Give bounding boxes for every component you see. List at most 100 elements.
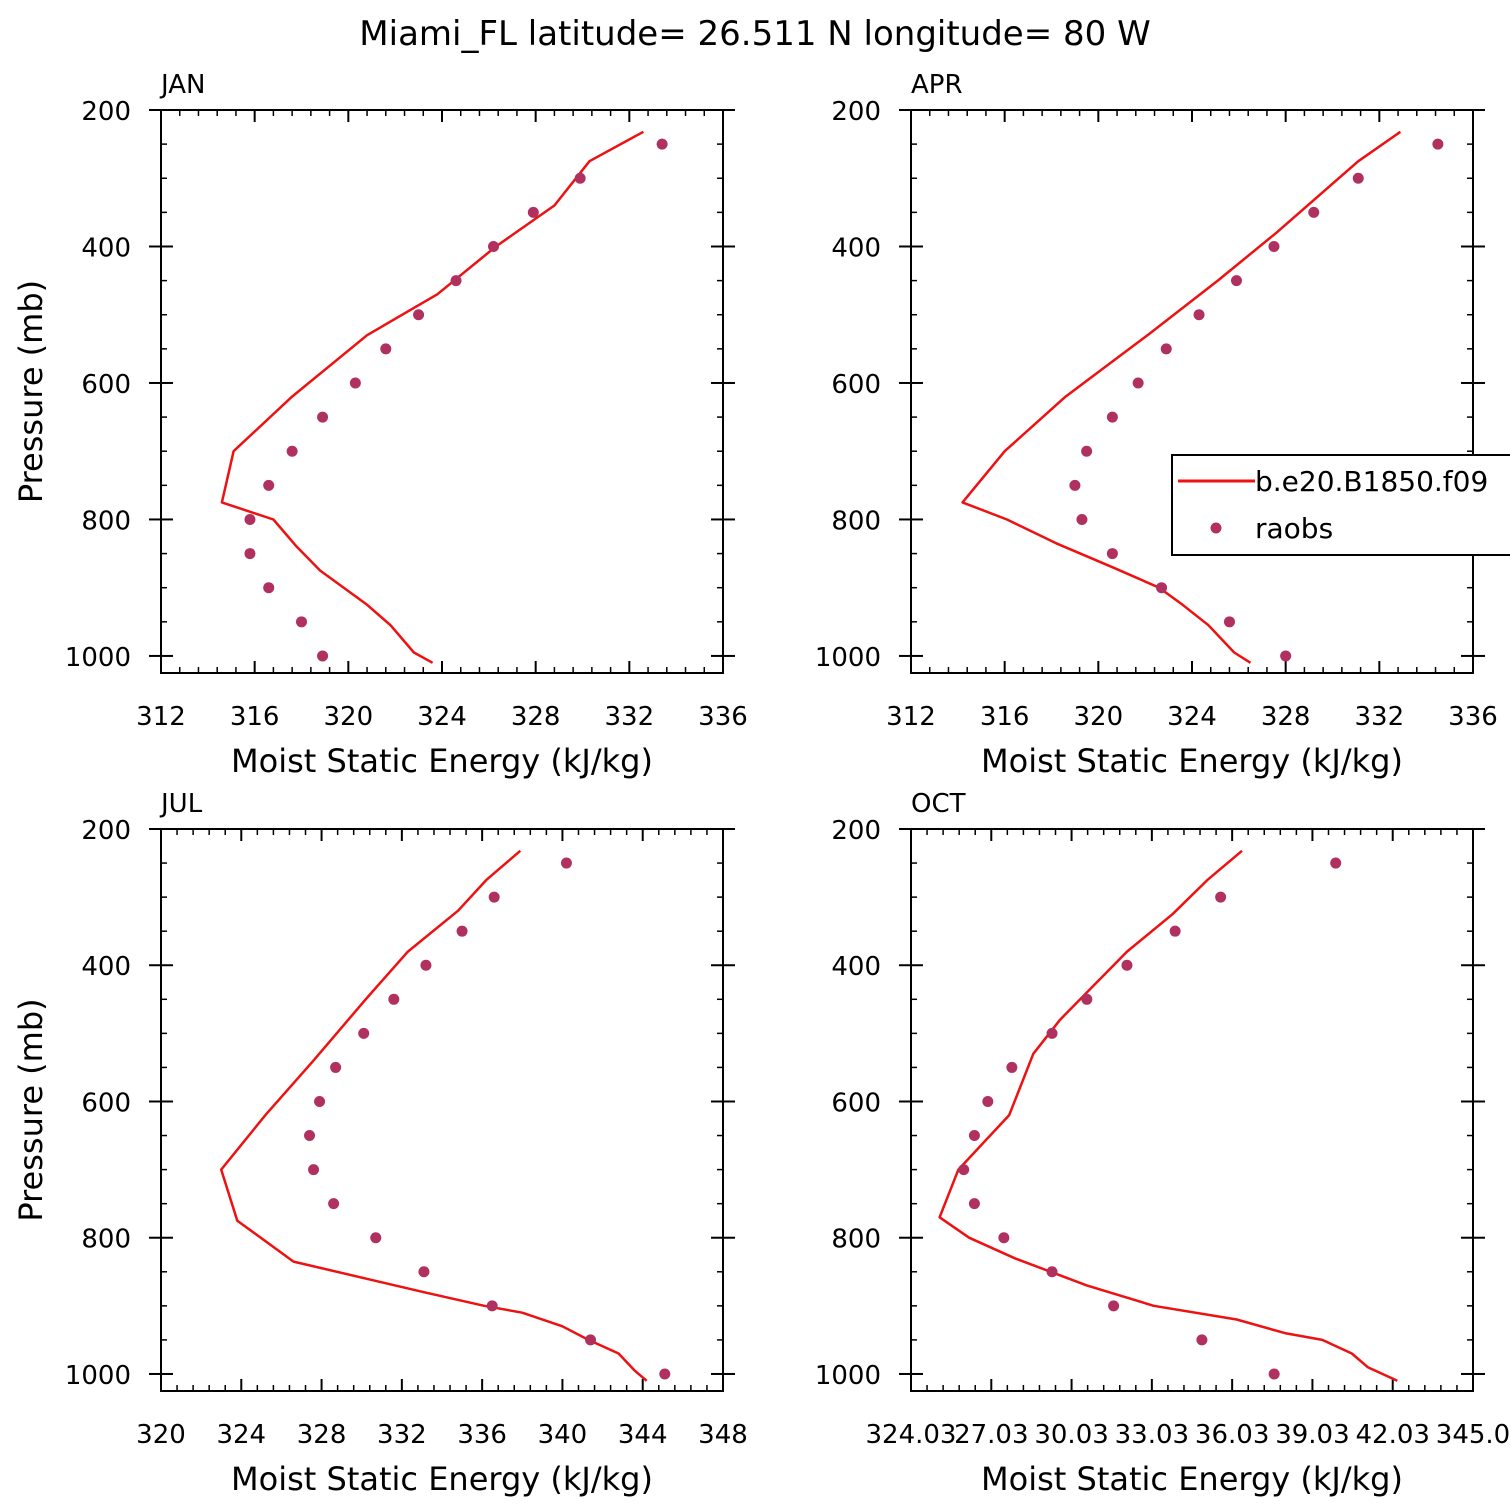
y-tick-label: 800 xyxy=(831,1225,881,1255)
x-tick-label: 312 xyxy=(886,702,936,732)
y-tick-label: 600 xyxy=(831,370,881,400)
plot-frame xyxy=(160,828,724,1392)
x-tick-label: 33.03 xyxy=(1115,1420,1189,1450)
obs-point xyxy=(968,1130,980,1142)
obs-point xyxy=(286,445,298,457)
x-axis-title: Moist Static Energy (kJ/kg) xyxy=(231,742,653,780)
obs-point xyxy=(488,891,500,903)
obs-point xyxy=(1280,650,1292,662)
obs-point xyxy=(317,650,329,662)
x-tick-label: 27.03 xyxy=(954,1420,1028,1450)
x-tick-label: 328 xyxy=(511,702,561,732)
y-tick-label: 400 xyxy=(81,952,131,982)
obs-point xyxy=(388,993,400,1005)
obs-point xyxy=(1121,959,1133,971)
obs-point xyxy=(1215,891,1227,903)
panel-label: JUL xyxy=(159,789,203,819)
obs-point xyxy=(574,172,586,184)
obs-point xyxy=(560,857,572,869)
y-tick-label: 1000 xyxy=(815,643,881,673)
x-tick-label: 320 xyxy=(136,1420,186,1450)
obs-point xyxy=(1108,1300,1120,1312)
obs-point xyxy=(263,582,275,594)
x-tick-label: 336 xyxy=(457,1420,507,1450)
x-tick-label: 42.03 xyxy=(1355,1420,1429,1450)
y-tick-label: 1000 xyxy=(815,1361,881,1391)
x-tick-label: 39.03 xyxy=(1275,1420,1349,1450)
x-tick-label: 328 xyxy=(1261,702,1311,732)
model-series-line xyxy=(938,849,1398,1382)
panel-apr: 312 316 320 324 328 332 336 200 400 600 800 1000 APR… xyxy=(815,70,1498,780)
x-tick-label: 324 xyxy=(417,702,467,732)
obs-point xyxy=(1069,479,1081,491)
y-tick-label: 600 xyxy=(81,370,131,400)
panel-label: APR xyxy=(911,70,963,100)
x-tick-label: 324 xyxy=(1167,702,1217,732)
obs-point xyxy=(380,343,392,355)
obs-point xyxy=(998,1232,1010,1244)
obs-point xyxy=(1432,138,1444,150)
obs-point xyxy=(456,925,468,937)
obs-point xyxy=(349,377,361,389)
x-tick-label: 36.03 xyxy=(1195,1420,1269,1450)
x-tick-label: 324 xyxy=(216,1420,266,1450)
x-tick-label: 336 xyxy=(698,702,748,732)
y-tick-label: 800 xyxy=(81,506,131,536)
obs-point xyxy=(413,309,425,321)
obs-point xyxy=(1160,343,1172,355)
legend-box xyxy=(1171,454,1510,556)
obs-point xyxy=(1169,925,1181,937)
x-tick-label: 316 xyxy=(980,702,1030,732)
obs-point xyxy=(1081,993,1093,1005)
obs-point xyxy=(1132,377,1144,389)
obs-point xyxy=(450,275,462,287)
y-axis-title: Pressure (mb) xyxy=(12,280,50,503)
obs-point xyxy=(1046,1027,1058,1039)
x-tick-label: 320 xyxy=(324,702,374,732)
x-tick-label: 332 xyxy=(377,1420,427,1450)
obs-point xyxy=(659,1368,671,1380)
obs-point xyxy=(317,411,329,423)
obs-point xyxy=(1268,240,1280,252)
obs-point xyxy=(1330,857,1342,869)
obs-point xyxy=(656,138,668,150)
obs-point xyxy=(296,616,307,628)
x-tick-label: 316 xyxy=(230,702,280,732)
y-tick-label: 800 xyxy=(81,1225,131,1255)
obs-point xyxy=(370,1232,382,1244)
obs-point xyxy=(314,1095,326,1107)
obs-point xyxy=(1230,275,1242,287)
y-tick-label: 600 xyxy=(831,1088,881,1118)
y-tick-label: 200 xyxy=(831,97,881,127)
obs-point xyxy=(420,959,432,971)
y-tick-label: 400 xyxy=(831,233,881,263)
obs-point xyxy=(1308,206,1320,218)
y-tick-label: 600 xyxy=(81,1088,131,1118)
panel-jan: 312 316 320 324 328 332 336 200 400 600 800 1000 JAN… xyxy=(12,70,748,780)
x-tick-label: 328 xyxy=(297,1420,347,1450)
obs-point xyxy=(1076,513,1088,525)
y-tick-label: 400 xyxy=(81,233,131,263)
obs-point xyxy=(418,1266,430,1278)
obs-point xyxy=(488,240,500,252)
obs-point xyxy=(486,1300,498,1312)
model-series-line xyxy=(219,849,648,1382)
x-tick-label: 340 xyxy=(538,1420,588,1450)
model-series-line xyxy=(220,130,644,664)
model-series-line xyxy=(961,130,1402,664)
x-tick-label: 320 xyxy=(1074,702,1124,732)
obs-point xyxy=(263,479,275,491)
obs-point xyxy=(1352,172,1364,184)
y-tick-label: 400 xyxy=(831,952,881,982)
plot-frame xyxy=(160,109,724,674)
obs-point xyxy=(1106,548,1118,560)
obs-point xyxy=(958,1164,970,1176)
y-tick-label: 200 xyxy=(81,816,131,846)
obs-point xyxy=(1193,309,1205,321)
y-axis-title: Pressure (mb) xyxy=(12,998,50,1221)
obs-point xyxy=(330,1061,342,1073)
obs-point xyxy=(1046,1266,1058,1278)
x-axis-title: Moist Static Energy (kJ/kg) xyxy=(981,742,1403,780)
